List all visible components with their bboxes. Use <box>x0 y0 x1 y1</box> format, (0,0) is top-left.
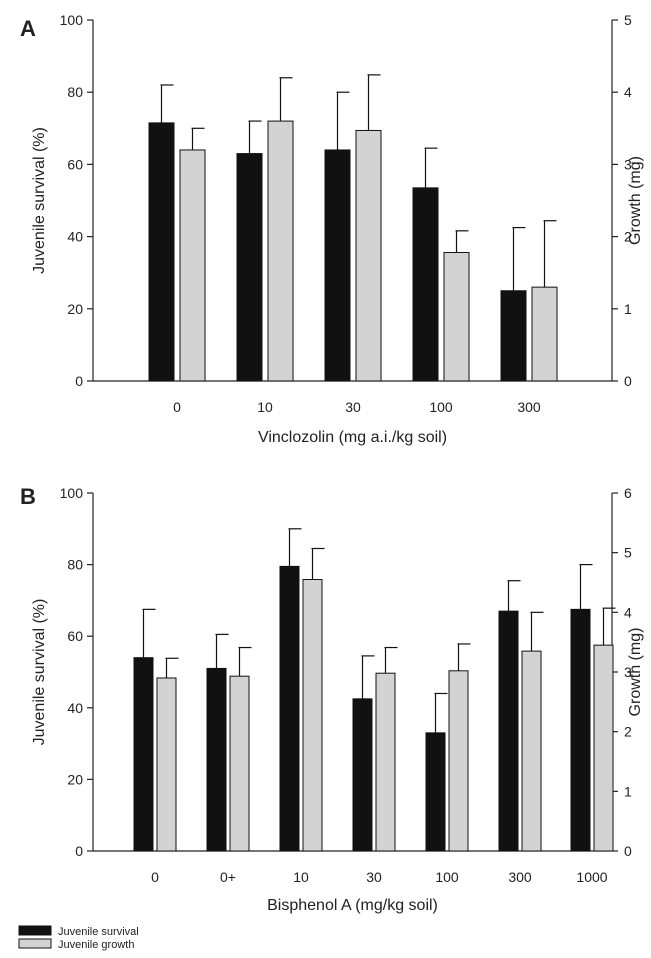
growth-bar <box>302 579 323 852</box>
legend-label: Juvenile survival <box>58 926 139 938</box>
left-y-tick-label: 20 <box>67 301 83 317</box>
left-y-tick-label: 40 <box>67 700 83 716</box>
right-y-tick-label: 3 <box>624 156 632 172</box>
right-y-tick-label: 5 <box>624 12 632 28</box>
x-tick-label: 300 <box>517 399 541 415</box>
survival-bar <box>500 290 527 382</box>
x-tick-label: 1000 <box>576 869 607 885</box>
right-y-axis-title: Growth (mg) <box>627 628 644 717</box>
left-y-tick-label: 0 <box>75 373 83 389</box>
x-axis-title: Vinclozolin (mg a.i./kg soil) <box>258 429 447 446</box>
right-y-tick-label: 4 <box>624 604 632 620</box>
x-tick-label: 0 <box>151 869 159 885</box>
survival-bar <box>412 187 439 382</box>
left-y-tick-label: 40 <box>67 229 83 245</box>
left-y-tick-label: 100 <box>60 485 84 501</box>
x-tick-label: 300 <box>508 869 532 885</box>
panel-label: A <box>20 16 36 41</box>
left-y-tick-label: 60 <box>67 628 83 644</box>
growth-bar <box>267 120 294 382</box>
growth-bar <box>355 129 382 382</box>
survival-bar <box>570 608 591 852</box>
x-tick-label: 30 <box>366 869 382 885</box>
right-y-tick-label: 0 <box>624 373 632 389</box>
legend-swatch <box>18 925 52 936</box>
left-y-axis-title: Juvenile survival (%) <box>31 127 48 274</box>
left-y-tick-label: 0 <box>75 843 83 859</box>
survival-bar <box>148 122 175 382</box>
legend-label: Juvenile growth <box>58 939 134 951</box>
growth-bar <box>531 286 558 382</box>
survival-bar <box>206 667 227 852</box>
left-y-axis-title: Juvenile survival (%) <box>31 599 48 746</box>
right-y-tick-label: 6 <box>624 485 632 501</box>
left-y-tick-label: 20 <box>67 771 83 787</box>
growth-bar <box>156 677 177 852</box>
x-tick-label: 10 <box>257 399 273 415</box>
x-tick-label: 100 <box>435 869 459 885</box>
right-y-tick-label: 5 <box>624 545 632 561</box>
right-y-tick-label: 1 <box>624 783 632 799</box>
right-y-tick-label: 2 <box>624 229 632 245</box>
survival-bar <box>425 732 446 852</box>
growth-bar <box>179 149 206 382</box>
growth-bar <box>593 644 614 852</box>
left-y-tick-label: 80 <box>67 557 83 573</box>
survival-bar <box>236 153 263 382</box>
x-tick-label: 0 <box>173 399 181 415</box>
growth-bar <box>229 675 250 852</box>
survival-bar <box>133 657 154 852</box>
survival-bar <box>324 149 351 382</box>
legend-swatch <box>18 938 52 949</box>
right-y-tick-label: 1 <box>624 301 632 317</box>
survival-bar <box>352 698 373 852</box>
x-tick-label: 10 <box>293 869 309 885</box>
survival-bar <box>279 565 300 852</box>
growth-bar <box>521 650 542 852</box>
survival-bar <box>498 610 519 852</box>
x-tick-label: 0+ <box>220 869 236 885</box>
right-y-tick-label: 3 <box>624 664 632 680</box>
right-y-tick-label: 0 <box>624 843 632 859</box>
x-axis-title: Bisphenol A (mg/kg soil) <box>267 897 438 914</box>
growth-bar <box>375 672 396 852</box>
panel-label: B <box>20 484 36 509</box>
left-y-tick-label: 60 <box>67 156 83 172</box>
right-y-tick-label: 4 <box>624 84 632 100</box>
x-tick-label: 100 <box>429 399 453 415</box>
growth-bar <box>443 251 470 382</box>
chart-panel-a: A 0 20 40 60 80 100 0 1 2 3 4 5 0 10 30 100 300 Juvenile s… <box>20 12 644 446</box>
x-tick-label: 30 <box>345 399 361 415</box>
right-y-axis-title: Growth (mg) <box>627 156 644 245</box>
right-y-tick-label: 2 <box>624 724 632 740</box>
left-y-tick-label: 100 <box>60 12 84 28</box>
left-y-tick-label: 80 <box>67 84 83 100</box>
growth-bar <box>448 670 469 852</box>
